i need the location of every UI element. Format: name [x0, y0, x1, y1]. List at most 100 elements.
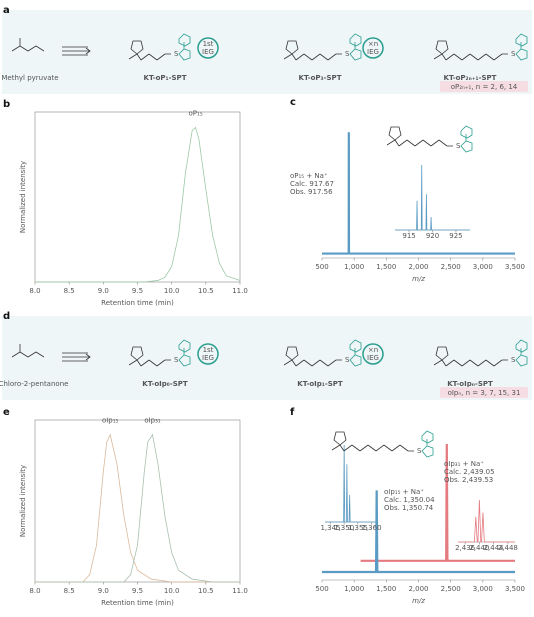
- annotation: Calc. 2,439.05: [444, 468, 495, 476]
- product-label: KT-oP₂ₙ₊₁-SPT: [444, 74, 497, 82]
- step-label: 1st: [203, 40, 214, 48]
- atom: S: [345, 356, 350, 364]
- x-tick-label: 1,500: [376, 585, 396, 593]
- note: oP₂ₙ₊₁, n = 2, 6, 14: [451, 83, 518, 91]
- bond: [433, 346, 508, 367]
- atom: S: [174, 50, 179, 58]
- x-tick-label: 2,000: [408, 263, 428, 271]
- x-tick-label: 9.5: [132, 587, 143, 595]
- trace: [325, 444, 377, 523]
- ring: [515, 339, 528, 367]
- panel-label: b: [3, 99, 10, 110]
- scheme-d-bg: [2, 316, 532, 400]
- arrow: [62, 46, 91, 56]
- x-tick-label: 1,355: [348, 524, 368, 532]
- annotation: Calc. 917.67: [290, 180, 334, 188]
- x-tick-label: 1,350: [334, 524, 354, 532]
- bond: [433, 40, 508, 61]
- arrow: [62, 352, 91, 362]
- annotation: oP₁₅ + Na⁺: [290, 172, 328, 180]
- x-tick-label: 2,436: [455, 544, 476, 552]
- annotation: oIp₃₁: [144, 417, 161, 425]
- x-tick-label: 9.5: [132, 287, 143, 295]
- bond: [128, 346, 171, 367]
- start-label: 5-Chloro-2-pentanone: [0, 380, 68, 388]
- scheme-a-bg: [2, 10, 532, 94]
- ring: [349, 339, 362, 367]
- step-cycle: [197, 343, 219, 365]
- x-tick-label: 3,500: [505, 585, 525, 593]
- step-cycle: [362, 37, 384, 59]
- step-label: IEG: [367, 48, 379, 56]
- annotation: oIp₁₅: [102, 417, 119, 425]
- molecule: [11, 344, 45, 358]
- note: oIpₙ, n = 3, 7, 15, 31: [448, 389, 521, 397]
- x-tick-label: 8.0: [29, 287, 40, 295]
- y-axis-label: Normalized intensity: [19, 465, 27, 537]
- x-tick-label: 10.0: [164, 287, 180, 295]
- ring: [515, 33, 528, 61]
- trace: [360, 443, 515, 562]
- bond: [11, 344, 45, 358]
- trace: [322, 490, 515, 574]
- product-label: KT-oIp₁-SPT: [297, 380, 343, 388]
- x-tick-label: 2,448: [498, 544, 518, 552]
- x-tick-label: 2,444: [484, 544, 505, 552]
- bond: [128, 40, 171, 61]
- x-tick-label: 9.0: [98, 587, 109, 595]
- x-tick-label: 915: [402, 232, 415, 240]
- ring: [178, 339, 191, 367]
- x-tick-label: 8.5: [64, 587, 75, 595]
- x-tick-label: 1,345: [320, 524, 340, 532]
- annotation: oIp₁₅ + Na⁺: [384, 488, 424, 496]
- product-label: KT-oP₁-SPT: [144, 74, 187, 82]
- annotation: Obs. 1,350.74: [384, 504, 434, 512]
- molecule: S: [128, 339, 191, 367]
- molecule: S: [283, 33, 362, 61]
- panel-label: e: [3, 407, 10, 418]
- molecule: S: [283, 339, 362, 367]
- x-tick-label: 11.0: [232, 287, 248, 295]
- x-axis-label: m/z: [412, 275, 425, 283]
- x-tick-label: 2,500: [441, 263, 461, 271]
- trace: [395, 164, 470, 231]
- step-cycle: [197, 37, 219, 59]
- x-axis-label: Retention time (min): [101, 599, 174, 607]
- panel-label: f: [290, 407, 295, 418]
- step-cycle: [362, 343, 384, 365]
- ring: [421, 430, 434, 458]
- trace: [322, 132, 515, 255]
- x-tick-label: 2,000: [408, 585, 428, 593]
- atom: S: [511, 356, 516, 364]
- annotation: Obs. 917.56: [290, 188, 333, 196]
- x-tick-label: 10.5: [198, 287, 214, 295]
- x-tick-label: 920: [426, 232, 439, 240]
- bond: [331, 431, 414, 452]
- x-tick-label: 3,000: [473, 263, 493, 271]
- atom: S: [511, 50, 516, 58]
- x-tick-label: 2,440: [469, 544, 489, 552]
- trace: [35, 433, 240, 583]
- molecule: [11, 38, 45, 52]
- molecule: S: [433, 339, 528, 367]
- ring: [178, 33, 191, 61]
- note-box: [440, 81, 528, 92]
- product-label: KT-oP₃-SPT: [299, 74, 342, 82]
- trace: [35, 433, 240, 583]
- step-label: IEG: [202, 354, 214, 362]
- annotation: oIp₃₁ + Na⁺: [444, 460, 484, 468]
- bond: [386, 126, 453, 147]
- x-axis-label: m/z: [412, 597, 425, 605]
- ring: [460, 125, 473, 153]
- molecule: S: [331, 430, 434, 458]
- x-tick-label: 500: [315, 585, 328, 593]
- y-axis-label: Normalized intensity: [19, 161, 27, 233]
- molecule: S: [128, 33, 191, 61]
- step-label: IEG: [202, 48, 214, 56]
- panel-label: d: [3, 311, 10, 322]
- x-tick-label: 9.0: [98, 287, 109, 295]
- molecule: S: [433, 33, 528, 61]
- annotation: Obs. 2,439.53: [444, 476, 493, 484]
- panel-label: a: [3, 5, 10, 16]
